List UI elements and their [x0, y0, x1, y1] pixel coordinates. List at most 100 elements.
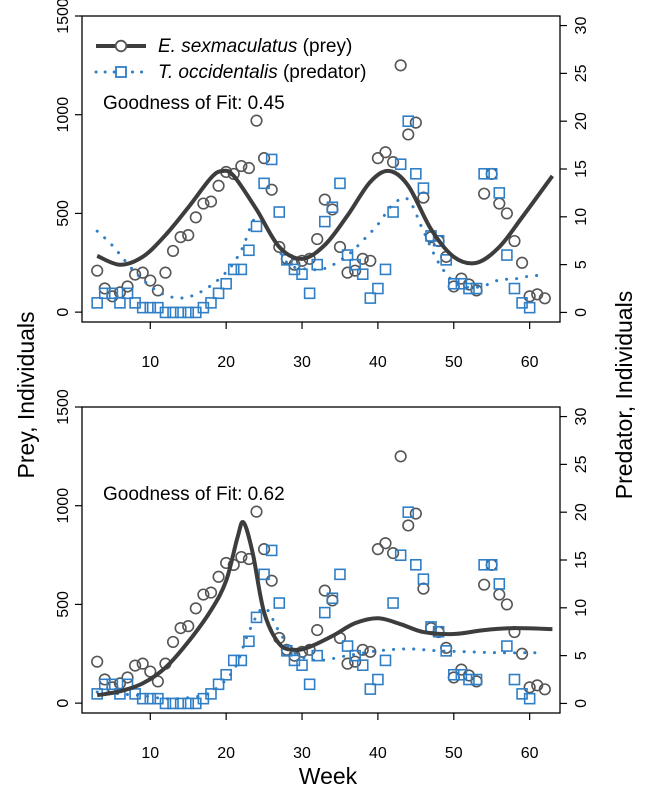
predator-point [387, 206, 399, 218]
y-tick-label-right: 20 [573, 112, 590, 130]
predator-point [470, 673, 483, 686]
prey-point [257, 152, 271, 165]
predator-point [402, 506, 415, 518]
predator-point [364, 683, 377, 695]
prey-point [440, 641, 453, 654]
y-tick-label-right: 25 [573, 64, 590, 82]
predator-point [174, 306, 187, 319]
prey-point [129, 268, 142, 281]
predator-point [212, 678, 225, 691]
predator-point [334, 568, 346, 581]
predator-point [250, 220, 263, 233]
prey-point [523, 681, 536, 694]
prey-point [121, 671, 134, 684]
prey-point [174, 622, 187, 635]
predator-point [341, 249, 354, 261]
predator-point [318, 215, 331, 228]
predator-point [243, 635, 255, 648]
prey-point [386, 155, 400, 169]
prey-point [402, 128, 415, 141]
x-tick-label: 20 [217, 354, 235, 371]
predator-point [227, 263, 240, 276]
predator-point [410, 558, 422, 571]
y-tick-label-left: 1500 [55, 0, 72, 34]
prey-point [485, 558, 498, 572]
predator-point [356, 268, 369, 280]
prey-point [144, 274, 157, 287]
y-tick-label-right: 10 [573, 599, 590, 617]
predator-point [463, 282, 475, 295]
prey-model-line [96, 519, 553, 698]
predator-point [144, 301, 157, 314]
y-tick-label-right: 0 [573, 699, 590, 708]
predator-point [227, 654, 240, 667]
predator-point [349, 649, 361, 662]
predator-point [106, 678, 119, 691]
goodness-of-fit-label: Goodness of Fit: 0.45 [103, 93, 285, 114]
predator-point [349, 258, 361, 271]
prey-point [515, 647, 529, 660]
predator-point [508, 673, 521, 686]
predator-point [121, 287, 134, 300]
prey-point [538, 292, 551, 305]
prey-point [250, 505, 263, 518]
y-tick-label-left: 1500 [55, 389, 72, 425]
y-axis-label-left: Prey, Individuals [13, 311, 39, 478]
prey-point [493, 588, 506, 601]
predator-point [265, 153, 278, 166]
predator-model-line [95, 606, 547, 701]
top-panel: 10 20 30 40 50 60 0 500 1000 1500 0 5 10 15 20 25 30 Good… [55, 0, 590, 371]
x-tick-label: 30 [293, 354, 311, 371]
prey-point [242, 161, 256, 175]
legend-prey-label: E. sexmaculatus (prey) [158, 36, 352, 57]
prey-point [318, 584, 331, 597]
prey-point [273, 240, 286, 254]
prey-point [91, 264, 104, 277]
legend-predator-marker [115, 66, 127, 78]
predator-point [235, 263, 248, 276]
legend-predator-label: T. occidentalis (predator) [158, 62, 366, 83]
predator-point [447, 668, 460, 681]
predator-point [356, 659, 369, 671]
predator-point [258, 568, 270, 581]
predator-point [523, 301, 536, 314]
x-tick-label: 60 [521, 745, 539, 762]
prey-point [326, 203, 339, 216]
prey-point [182, 229, 195, 242]
predator-point [212, 287, 225, 300]
prey-point [379, 537, 392, 550]
prey-point [333, 240, 347, 254]
predator-point [258, 177, 270, 190]
predator-point [273, 597, 286, 609]
prey-point [394, 59, 407, 72]
predator-point [303, 678, 316, 691]
prey-point [265, 183, 278, 196]
prey-model-line [96, 168, 555, 267]
predator-point [394, 549, 407, 562]
prey-point [508, 234, 521, 248]
prey-point [500, 207, 513, 220]
x-tick-label: 50 [445, 354, 463, 371]
prey-point [515, 256, 529, 269]
prey-point [197, 197, 210, 210]
prey-point [235, 550, 248, 564]
predator-point [91, 297, 103, 309]
predator-point [235, 654, 248, 667]
prey-point [311, 232, 324, 246]
y-tick-label-right: 20 [573, 503, 590, 521]
prey-point [402, 519, 415, 532]
y-tick-label-right: 25 [573, 455, 590, 473]
predator-point [463, 673, 475, 686]
predator-point [485, 558, 498, 571]
prey-point [174, 231, 187, 244]
y-tick-label-left: 0 [55, 699, 72, 708]
prey-point [409, 507, 422, 520]
prey-point [538, 683, 551, 696]
predator-point [387, 597, 399, 609]
prey-point [349, 655, 362, 668]
predator-point [167, 697, 179, 710]
x-tick-label: 40 [369, 745, 387, 762]
predator-point [501, 249, 513, 261]
x-tick-label: 30 [293, 745, 311, 762]
predator-point [98, 287, 111, 300]
